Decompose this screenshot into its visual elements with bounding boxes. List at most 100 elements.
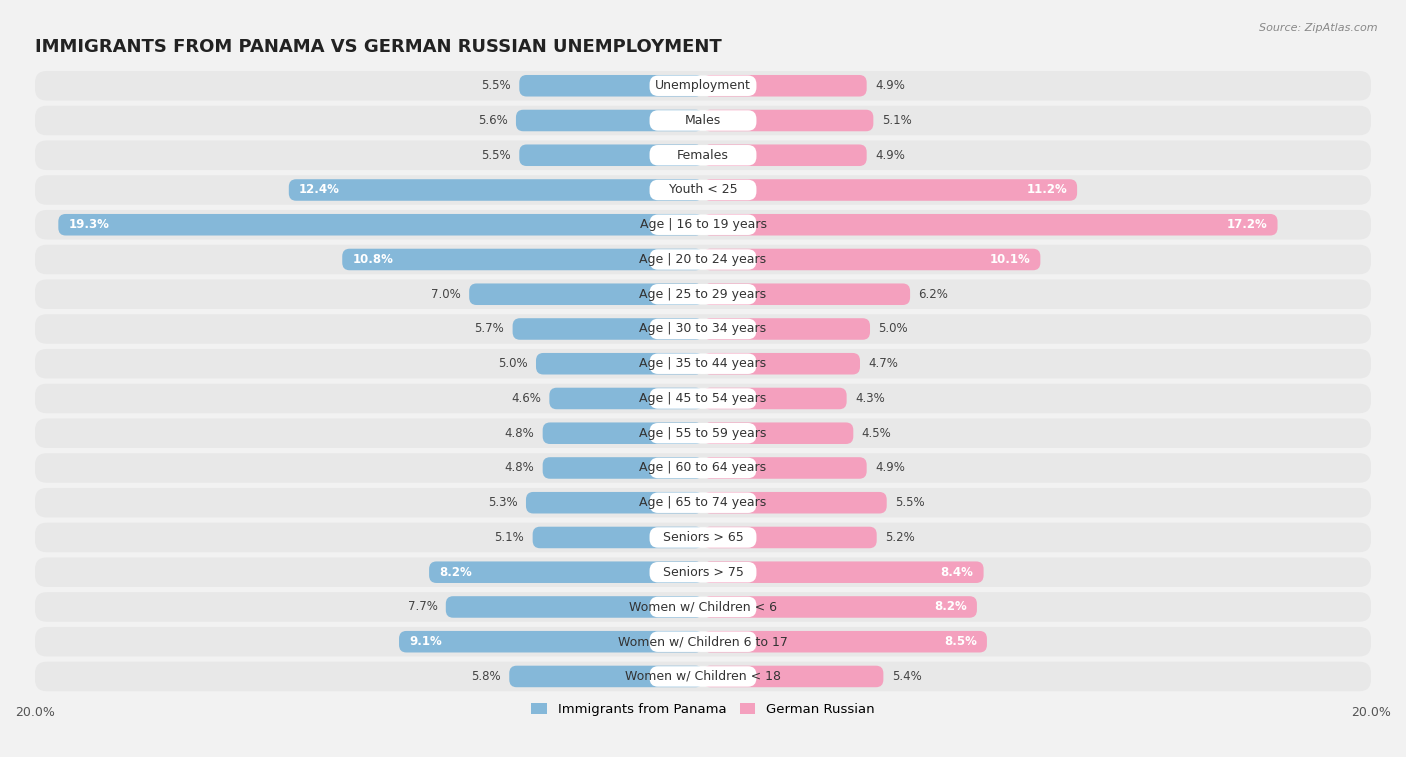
FancyBboxPatch shape (35, 419, 1371, 448)
FancyBboxPatch shape (543, 422, 703, 444)
Legend: Immigrants from Panama, German Russian: Immigrants from Panama, German Russian (526, 698, 880, 721)
FancyBboxPatch shape (703, 665, 883, 687)
FancyBboxPatch shape (650, 423, 756, 444)
FancyBboxPatch shape (35, 384, 1371, 413)
Text: 4.7%: 4.7% (869, 357, 898, 370)
FancyBboxPatch shape (703, 283, 910, 305)
FancyBboxPatch shape (35, 210, 1371, 239)
FancyBboxPatch shape (516, 110, 703, 131)
Text: 5.5%: 5.5% (481, 148, 510, 162)
FancyBboxPatch shape (35, 592, 1371, 621)
FancyBboxPatch shape (650, 319, 756, 339)
FancyBboxPatch shape (513, 318, 703, 340)
Text: Age | 30 to 34 years: Age | 30 to 34 years (640, 322, 766, 335)
Text: 17.2%: 17.2% (1227, 218, 1268, 231)
Text: Age | 55 to 59 years: Age | 55 to 59 years (640, 427, 766, 440)
Text: Females: Females (678, 148, 728, 162)
FancyBboxPatch shape (650, 527, 756, 548)
FancyBboxPatch shape (35, 175, 1371, 204)
Text: IMMIGRANTS FROM PANAMA VS GERMAN RUSSIAN UNEMPLOYMENT: IMMIGRANTS FROM PANAMA VS GERMAN RUSSIAN… (35, 38, 721, 56)
Text: Source: ZipAtlas.com: Source: ZipAtlas.com (1260, 23, 1378, 33)
Text: Age | 35 to 44 years: Age | 35 to 44 years (640, 357, 766, 370)
FancyBboxPatch shape (35, 245, 1371, 274)
Text: 4.3%: 4.3% (855, 392, 884, 405)
FancyBboxPatch shape (703, 527, 877, 548)
Text: 11.2%: 11.2% (1026, 183, 1067, 197)
FancyBboxPatch shape (288, 179, 703, 201)
FancyBboxPatch shape (650, 249, 756, 269)
FancyBboxPatch shape (650, 597, 756, 617)
FancyBboxPatch shape (650, 179, 756, 200)
FancyBboxPatch shape (703, 75, 866, 97)
Text: Age | 60 to 64 years: Age | 60 to 64 years (640, 462, 766, 475)
Text: 12.4%: 12.4% (299, 183, 340, 197)
FancyBboxPatch shape (550, 388, 703, 410)
FancyBboxPatch shape (703, 631, 987, 653)
Text: Women w/ Children < 18: Women w/ Children < 18 (626, 670, 780, 683)
FancyBboxPatch shape (650, 111, 756, 131)
Text: 8.2%: 8.2% (439, 565, 472, 578)
FancyBboxPatch shape (650, 76, 756, 96)
Text: Age | 45 to 54 years: Age | 45 to 54 years (640, 392, 766, 405)
FancyBboxPatch shape (703, 353, 860, 375)
FancyBboxPatch shape (35, 522, 1371, 553)
Text: 5.7%: 5.7% (474, 322, 505, 335)
Text: Seniors > 75: Seniors > 75 (662, 565, 744, 578)
Text: 4.9%: 4.9% (875, 148, 905, 162)
FancyBboxPatch shape (509, 665, 703, 687)
Text: 5.1%: 5.1% (495, 531, 524, 544)
Text: 5.8%: 5.8% (471, 670, 501, 683)
FancyBboxPatch shape (342, 249, 703, 270)
FancyBboxPatch shape (650, 284, 756, 304)
FancyBboxPatch shape (58, 214, 703, 235)
FancyBboxPatch shape (703, 214, 1278, 235)
FancyBboxPatch shape (703, 145, 866, 166)
FancyBboxPatch shape (35, 453, 1371, 483)
Text: 5.0%: 5.0% (879, 322, 908, 335)
FancyBboxPatch shape (650, 214, 756, 235)
Text: Age | 20 to 24 years: Age | 20 to 24 years (640, 253, 766, 266)
Text: Women w/ Children < 6: Women w/ Children < 6 (628, 600, 778, 613)
FancyBboxPatch shape (703, 422, 853, 444)
FancyBboxPatch shape (35, 141, 1371, 170)
Text: Women w/ Children 6 to 17: Women w/ Children 6 to 17 (619, 635, 787, 648)
FancyBboxPatch shape (446, 597, 703, 618)
Text: 10.8%: 10.8% (353, 253, 394, 266)
FancyBboxPatch shape (35, 557, 1371, 587)
FancyBboxPatch shape (35, 106, 1371, 136)
FancyBboxPatch shape (536, 353, 703, 375)
Text: 19.3%: 19.3% (69, 218, 110, 231)
FancyBboxPatch shape (703, 597, 977, 618)
Text: 8.2%: 8.2% (934, 600, 967, 613)
Text: 5.2%: 5.2% (884, 531, 915, 544)
FancyBboxPatch shape (650, 666, 756, 687)
Text: 8.5%: 8.5% (943, 635, 977, 648)
Text: Seniors > 65: Seniors > 65 (662, 531, 744, 544)
Text: 4.9%: 4.9% (875, 462, 905, 475)
FancyBboxPatch shape (703, 562, 984, 583)
Text: 6.2%: 6.2% (918, 288, 948, 301)
FancyBboxPatch shape (650, 145, 756, 166)
FancyBboxPatch shape (650, 631, 756, 652)
Text: Age | 16 to 19 years: Age | 16 to 19 years (640, 218, 766, 231)
Text: 7.0%: 7.0% (432, 288, 461, 301)
FancyBboxPatch shape (519, 75, 703, 97)
FancyBboxPatch shape (470, 283, 703, 305)
Text: Youth < 25: Youth < 25 (669, 183, 737, 197)
FancyBboxPatch shape (35, 488, 1371, 518)
FancyBboxPatch shape (650, 493, 756, 513)
FancyBboxPatch shape (35, 279, 1371, 309)
FancyBboxPatch shape (35, 71, 1371, 101)
Text: Age | 65 to 74 years: Age | 65 to 74 years (640, 497, 766, 509)
Text: 5.0%: 5.0% (498, 357, 527, 370)
FancyBboxPatch shape (703, 388, 846, 410)
FancyBboxPatch shape (703, 492, 887, 513)
Text: 9.1%: 9.1% (409, 635, 441, 648)
FancyBboxPatch shape (650, 458, 756, 478)
FancyBboxPatch shape (703, 179, 1077, 201)
FancyBboxPatch shape (35, 627, 1371, 656)
FancyBboxPatch shape (650, 354, 756, 374)
FancyBboxPatch shape (429, 562, 703, 583)
FancyBboxPatch shape (519, 145, 703, 166)
Text: 5.5%: 5.5% (896, 497, 925, 509)
